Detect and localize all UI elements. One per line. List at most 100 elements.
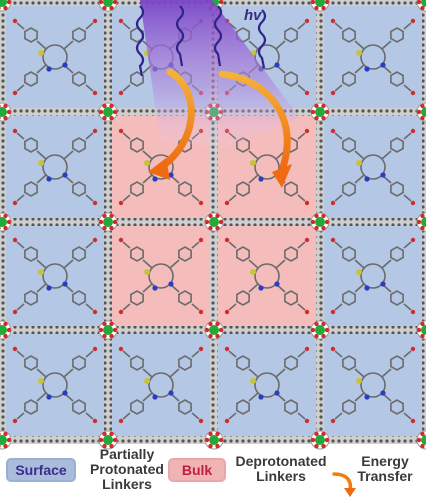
metal-node xyxy=(0,430,12,450)
sulfur-atom xyxy=(250,269,256,275)
sulfur-atom xyxy=(250,160,256,166)
linker-molecule xyxy=(330,18,416,96)
wave-3 xyxy=(213,5,223,67)
metal-node xyxy=(98,320,118,340)
nitrogen-atom xyxy=(274,390,280,396)
surface-cell xyxy=(6,116,104,218)
linker-molecule xyxy=(330,346,416,424)
metal-node xyxy=(204,320,224,340)
metal-node xyxy=(98,430,118,450)
nitrogen-atom xyxy=(62,281,68,287)
linker-molecule xyxy=(12,18,98,96)
energy-arrow-left xyxy=(156,68,195,172)
nitrogen-atom xyxy=(62,172,68,178)
nitrogen-atom xyxy=(380,172,386,178)
light-waves xyxy=(135,5,267,77)
nitrogen-atom xyxy=(152,176,158,182)
metal-node xyxy=(0,102,12,122)
surface-cell xyxy=(112,334,210,436)
nitrogen-atom xyxy=(46,66,52,72)
nitrogen-atom xyxy=(364,285,370,291)
bulk-description: Deprotonated Linkers xyxy=(235,453,327,484)
energy-transfer-arrows xyxy=(148,68,292,188)
nitrogen-atom xyxy=(152,285,158,291)
surface-cell xyxy=(6,6,104,108)
surface-cell xyxy=(324,226,422,326)
nitrogen-atom xyxy=(364,66,370,72)
sulfur-atom xyxy=(38,50,44,56)
nitrogen-atom xyxy=(380,281,386,287)
nitrogen-atom xyxy=(168,172,174,178)
nitrogen-atom xyxy=(168,281,174,287)
surface-description: Partially Protonated Linkers xyxy=(90,446,164,492)
energy-arrow-left-head xyxy=(148,158,170,180)
wave-2 xyxy=(175,5,185,67)
surface-cell xyxy=(6,226,104,326)
nitrogen-atom xyxy=(62,390,68,396)
nitrogen-atom xyxy=(380,390,386,396)
sulfur-atom xyxy=(356,378,362,384)
sulfur-atom xyxy=(144,269,150,275)
sulfur-atom xyxy=(356,50,362,56)
sulfur-atom xyxy=(356,269,362,275)
linker-molecule xyxy=(118,237,204,315)
metal-node xyxy=(204,430,224,450)
nitrogen-atom xyxy=(46,285,52,291)
nitrogen-atom xyxy=(46,394,52,400)
metal-node xyxy=(98,102,118,122)
linker-molecule xyxy=(12,237,98,315)
energy-arrow-right-head xyxy=(272,164,292,188)
metal-node xyxy=(0,212,12,232)
linker-molecule xyxy=(224,237,310,315)
nitrogen-atom xyxy=(364,176,370,182)
surface-cell xyxy=(324,116,422,218)
surface-cell xyxy=(324,6,422,108)
linker-molecule xyxy=(12,346,98,424)
metal-node xyxy=(310,430,330,450)
nitrogen-atom xyxy=(62,62,68,68)
bulk-cell xyxy=(112,226,210,326)
wave-4 xyxy=(257,9,267,69)
surface-cell xyxy=(6,334,104,436)
nitrogen-atom xyxy=(274,62,280,68)
metal-node xyxy=(310,102,330,122)
metal-nodes xyxy=(0,0,426,450)
metal-node xyxy=(310,320,330,340)
nitrogen-atom xyxy=(168,390,174,396)
nitrogen-atom xyxy=(46,176,52,182)
metal-node xyxy=(416,212,426,232)
nitrogen-atom xyxy=(152,394,158,400)
nitrogen-atom xyxy=(364,394,370,400)
linker-molecule xyxy=(224,346,310,424)
nitrogen-atom xyxy=(258,394,264,400)
metal-node xyxy=(416,102,426,122)
nitrogen-atom xyxy=(258,176,264,182)
metal-node xyxy=(204,212,224,232)
metal-node xyxy=(416,320,426,340)
light-label: hv xyxy=(244,7,263,24)
energy-arrow-right xyxy=(218,70,291,174)
metal-node xyxy=(0,320,12,340)
metal-node xyxy=(98,212,118,232)
linker-molecule xyxy=(12,128,98,206)
surface-cell xyxy=(324,334,422,436)
linker-molecule xyxy=(118,346,204,424)
metal-node xyxy=(310,212,330,232)
metal-node xyxy=(0,0,12,12)
surface-cell xyxy=(218,334,316,436)
wave-1 xyxy=(135,5,145,77)
bulk-badge: Bulk xyxy=(168,458,226,482)
metal-node xyxy=(416,430,426,450)
metal-node xyxy=(310,0,330,12)
energy-description: Energy Transfer xyxy=(357,453,413,484)
sulfur-atom xyxy=(144,378,150,384)
sulfur-atom xyxy=(250,378,256,384)
linker-molecule xyxy=(330,128,416,206)
bulk-cell xyxy=(218,226,316,326)
metal-node xyxy=(416,0,426,12)
nitrogen-atom xyxy=(258,285,264,291)
sulfur-atom xyxy=(356,160,362,166)
sulfur-atom xyxy=(38,160,44,166)
sulfur-atom xyxy=(38,269,44,275)
